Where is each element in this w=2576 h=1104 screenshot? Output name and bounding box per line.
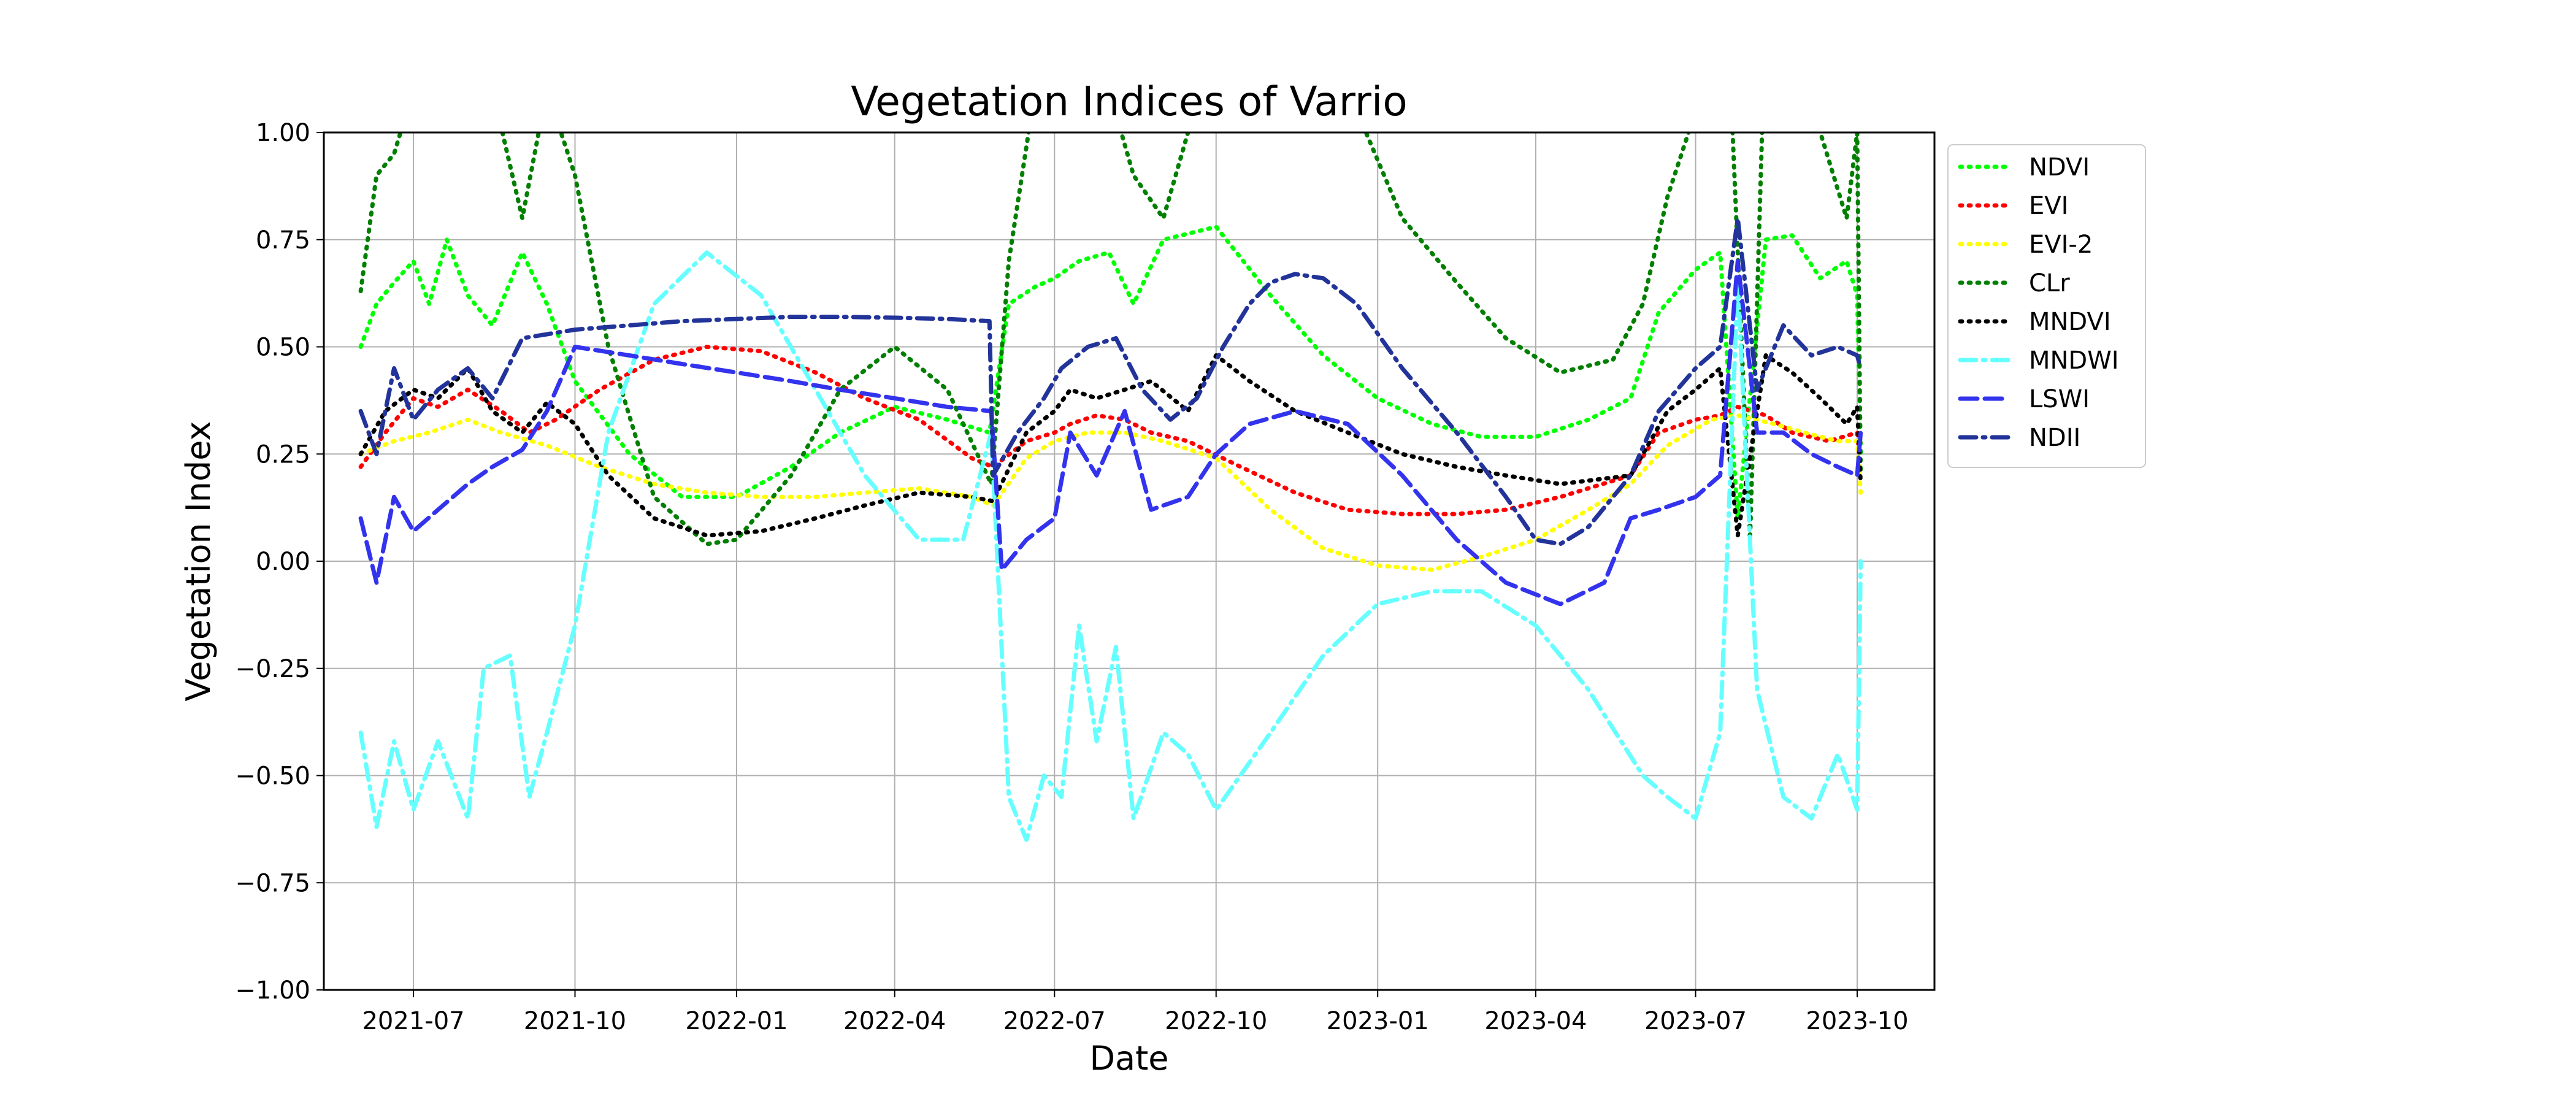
y-tick-label: 0.50 (256, 334, 310, 362)
y-tick-label: 0.75 (256, 226, 310, 255)
series-line-mndvi (358, 353, 1863, 538)
ticks-layer: −1.00 −0.75 −0.50 −0.25 0.00 0.25 0.50 0.75 1.00… (235, 119, 1908, 1035)
legend-label: MNDWI (2029, 347, 2119, 375)
y-tick-label: −0.75 (235, 869, 310, 897)
x-tick-label: 2022-07 (1003, 1007, 1106, 1035)
series-line-clr (358, 132, 1863, 546)
series-line-mndwi (358, 250, 1863, 842)
legend-label: MNDVI (2029, 308, 2111, 336)
legend-label: EVI (2029, 192, 2068, 220)
x-tick-label: 2022-10 (1165, 1007, 1267, 1035)
legend-label: LSWI (2029, 385, 2090, 413)
chart-title: Vegetation Indices of Varrio (851, 78, 1408, 125)
x-tick-label: 2022-01 (685, 1007, 788, 1035)
x-tick-label: 2023-01 (1327, 1007, 1429, 1035)
legend-label: EVI-2 (2029, 231, 2093, 259)
y-tick-label: 1.00 (256, 119, 310, 147)
legend: NDVI EVI EVI-2 CLr MNDVI MNDWI LSWI NDII (1947, 144, 2146, 468)
x-tick-label: 2021-07 (362, 1007, 464, 1035)
x-tick-label: 2023-10 (1806, 1007, 1908, 1035)
y-tick-label: −0.50 (235, 762, 310, 791)
grid-layer (324, 132, 1934, 991)
x-axis-label: Date (1089, 1039, 1168, 1078)
series-line-evi-2 (358, 413, 1863, 572)
legend-label: NDII (2029, 424, 2080, 452)
series-line-ndii (358, 216, 1863, 546)
y-tick-label: −0.25 (235, 655, 310, 683)
x-tick-label: 2023-04 (1484, 1007, 1587, 1035)
x-tick-label: 2022-04 (843, 1007, 946, 1035)
y-tick-label: −1.00 (235, 976, 310, 1005)
legend-label: NDVI (2029, 153, 2090, 182)
legend-box (1947, 144, 2146, 468)
y-tick-label: 0.25 (256, 440, 310, 469)
legend-label: CLr (2029, 269, 2070, 297)
series-line-ndvi (358, 224, 1863, 521)
y-tick-label: 0.00 (256, 548, 310, 576)
y-axis-label: Vegetation Index (179, 421, 218, 702)
x-tick-label: 2021-10 (524, 1007, 626, 1035)
series-layer (358, 132, 1863, 842)
series-line-evi (358, 345, 1863, 516)
series-line-lswi (358, 259, 1863, 607)
x-tick-label: 2023-07 (1644, 1007, 1747, 1035)
